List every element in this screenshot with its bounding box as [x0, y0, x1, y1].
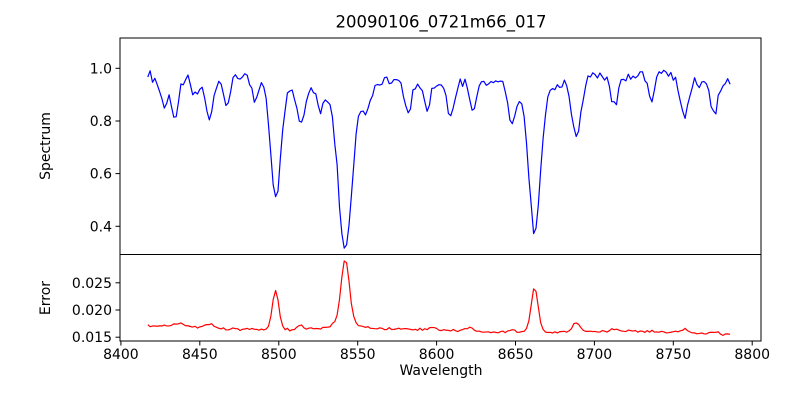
x-tick-label: 8700: [577, 347, 613, 363]
x-tick-label: 8550: [340, 347, 376, 363]
x-axis-label: Wavelength: [399, 363, 483, 379]
y-tick-label: 0.6: [90, 167, 112, 183]
error-line: [147, 260, 731, 336]
x-tick-label: 8400: [103, 347, 139, 363]
y-tick-label: 1.0: [90, 61, 112, 77]
x-tick-label: 8600: [419, 347, 455, 363]
x-tick-label: 8800: [734, 347, 770, 363]
error-y-axis-label: Error: [38, 280, 54, 316]
chart-title: 20090106_0721m66_017: [335, 12, 547, 32]
y-tick-label: 0.025: [72, 276, 112, 292]
spectrum-line: [147, 69, 731, 249]
spectrum-y-axis-label: Spectrum: [38, 112, 54, 180]
y-tick-label: 0.8: [90, 114, 112, 130]
x-tick-label: 8450: [182, 347, 218, 363]
x-tick-label: 8500: [261, 347, 297, 363]
x-tick-label: 8650: [498, 347, 534, 363]
y-tick-label: 0.020: [72, 303, 112, 319]
error-axes-frame: [119, 254, 762, 342]
x-tick-label: 8750: [655, 347, 691, 363]
y-tick-label: 0.015: [72, 330, 112, 346]
y-tick-label: 0.4: [90, 219, 112, 235]
